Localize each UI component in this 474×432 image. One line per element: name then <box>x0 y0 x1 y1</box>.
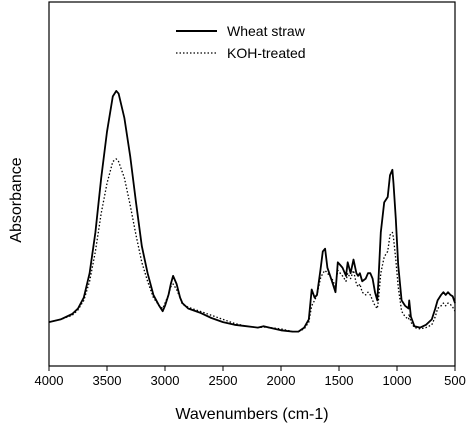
series-layer <box>48 90 456 333</box>
x-tick-label: 500 <box>444 373 466 388</box>
series-line-wheat-straw <box>48 90 456 333</box>
legend: Wheat straw KOH-treated <box>176 23 306 61</box>
x-tick-label: 3000 <box>151 373 180 388</box>
x-tick-label: 1000 <box>383 373 412 388</box>
x-tick-label: 2500 <box>209 373 238 388</box>
y-axis-title: Absorbance <box>8 157 25 242</box>
plot-frame <box>48 1 456 367</box>
x-tick-label: 4000 <box>35 373 64 388</box>
axes <box>48 1 456 367</box>
x-tick-label: 1500 <box>325 373 354 388</box>
legend-label-wheat-straw: Wheat straw <box>227 23 306 39</box>
x-ticks: 4000 3500 3000 2500 2000 1500 1000 500 <box>35 366 466 388</box>
x-tick-label: 3500 <box>93 373 122 388</box>
x-tick-label: 2000 <box>267 373 296 388</box>
x-axis-title: Wavenumbers (cm-1) <box>175 406 328 423</box>
series-line-koh-treated <box>48 158 456 333</box>
legend-label-koh-treated: KOH-treated <box>227 45 306 61</box>
